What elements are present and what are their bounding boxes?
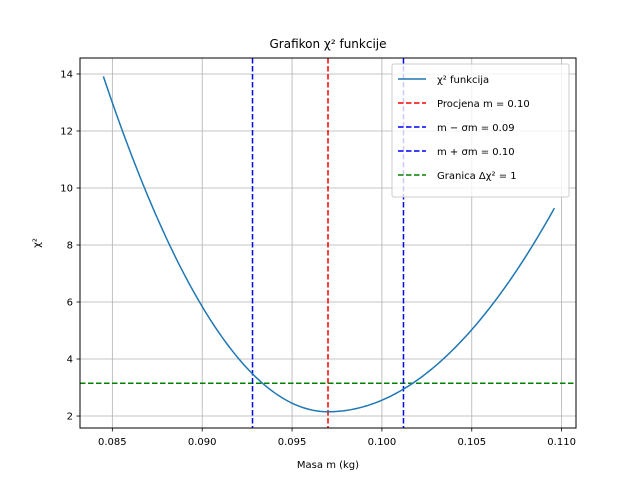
chi-square-curve [102, 76, 556, 413]
y-tick-label: 12 [60, 126, 73, 137]
vertical-lines-layer [251, 58, 405, 428]
y-tick-label: 14 [60, 69, 73, 80]
x-tick-label: 0.100 [368, 437, 397, 448]
legend-label: m + σm = 0.10 [437, 147, 515, 158]
curve-layer [102, 76, 556, 413]
x-tick-label: 0.085 [98, 437, 127, 448]
y-axis-label: χ² [32, 238, 43, 248]
legend-label: Granica Δχ² = 1 [437, 171, 517, 182]
x-tick-label: 0.110 [547, 437, 576, 448]
x-tick-label: 0.090 [188, 437, 217, 448]
y-tick-label: 2 [67, 412, 73, 423]
y-tick-label: 10 [60, 183, 73, 194]
plot-frame [79, 57, 577, 429]
legend: χ² funkcija Procjena m = 0.10 m − σm = 0.0… [391, 63, 570, 198]
x-axis-ticks: 0.085 0.090 0.095 0.100 0.105 0.110 [98, 428, 576, 448]
y-tick-label: 4 [67, 355, 73, 366]
legend-label: Procjena m = 0.10 [437, 99, 530, 110]
legend-label: χ² funkcija [437, 75, 489, 86]
x-axis-label: Masa m (kg) [297, 460, 359, 471]
legend-label: m − σm = 0.09 [437, 123, 515, 134]
legend-box [391, 63, 570, 198]
y-tick-label: 8 [67, 240, 73, 251]
x-tick-label: 0.095 [278, 437, 307, 448]
y-tick-label: 6 [67, 298, 73, 309]
chart-title: Grafikon χ² funkcije [269, 37, 386, 51]
y-axis-ticks: 2 4 6 8 10 12 14 [60, 69, 80, 423]
x-tick-label: 0.105 [457, 437, 486, 448]
